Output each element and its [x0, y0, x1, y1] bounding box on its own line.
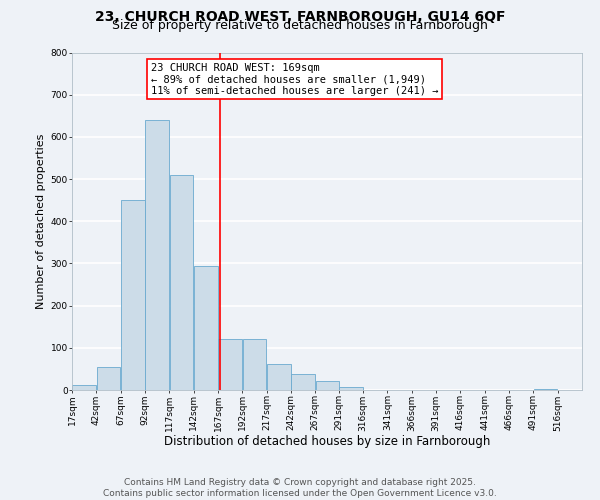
Bar: [243, 340, 266, 390]
Bar: [339, 387, 362, 390]
Bar: [316, 380, 339, 390]
Bar: [534, 388, 557, 390]
Bar: [218, 340, 242, 390]
Text: 23, CHURCH ROAD WEST, FARNBOROUGH, GU14 6QF: 23, CHURCH ROAD WEST, FARNBOROUGH, GU14 …: [95, 10, 505, 24]
X-axis label: Distribution of detached houses by size in Farnborough: Distribution of detached houses by size …: [164, 434, 490, 448]
Bar: [194, 266, 218, 390]
Bar: [97, 367, 120, 390]
Text: 23 CHURCH ROAD WEST: 169sqm
← 89% of detached houses are smaller (1,949)
11% of : 23 CHURCH ROAD WEST: 169sqm ← 89% of det…: [151, 62, 439, 96]
Bar: [73, 385, 96, 390]
Bar: [170, 175, 193, 390]
Text: Size of property relative to detached houses in Farnborough: Size of property relative to detached ho…: [112, 19, 488, 32]
Bar: [121, 200, 145, 390]
Bar: [267, 364, 290, 390]
Bar: [145, 120, 169, 390]
Text: Contains HM Land Registry data © Crown copyright and database right 2025.
Contai: Contains HM Land Registry data © Crown c…: [103, 478, 497, 498]
Bar: [292, 374, 315, 390]
Y-axis label: Number of detached properties: Number of detached properties: [37, 134, 46, 309]
